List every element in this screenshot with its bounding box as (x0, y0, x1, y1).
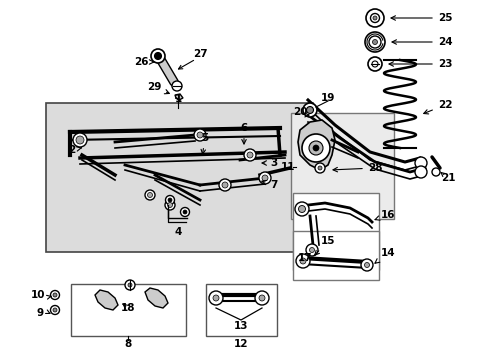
Circle shape (364, 262, 369, 267)
Text: 25: 25 (390, 13, 451, 23)
Circle shape (50, 291, 60, 300)
Bar (290, 113, 393, 219)
Text: 5: 5 (201, 133, 208, 154)
Circle shape (414, 166, 426, 178)
Circle shape (308, 141, 323, 155)
Circle shape (299, 258, 305, 264)
Text: 23: 23 (388, 59, 451, 69)
Text: 8: 8 (124, 339, 131, 349)
Bar (46, 103, 312, 252)
Circle shape (154, 53, 161, 59)
Text: 27: 27 (192, 49, 207, 59)
Circle shape (183, 210, 186, 214)
Circle shape (259, 172, 270, 184)
Circle shape (317, 166, 321, 170)
Text: 11: 11 (280, 162, 295, 172)
Text: 9: 9 (37, 308, 43, 318)
Text: 1: 1 (174, 94, 181, 104)
Circle shape (164, 200, 175, 210)
Circle shape (259, 295, 264, 301)
Text: 16: 16 (374, 210, 394, 220)
Text: 17: 17 (297, 253, 312, 263)
Circle shape (305, 244, 317, 256)
Circle shape (213, 295, 219, 301)
Circle shape (372, 40, 377, 45)
Circle shape (167, 202, 172, 207)
Circle shape (314, 163, 325, 173)
Circle shape (128, 283, 132, 287)
Text: 26: 26 (134, 57, 154, 67)
Text: 18: 18 (121, 303, 135, 313)
Circle shape (53, 308, 57, 312)
Text: 28: 28 (332, 163, 382, 173)
Circle shape (312, 145, 318, 151)
Circle shape (360, 259, 372, 271)
Circle shape (168, 198, 172, 202)
Text: 29: 29 (146, 82, 169, 94)
Circle shape (197, 132, 203, 138)
Circle shape (370, 14, 379, 23)
Text: 22: 22 (423, 100, 451, 114)
Text: 6: 6 (240, 123, 247, 144)
Text: 3: 3 (262, 158, 277, 168)
Circle shape (151, 49, 164, 63)
Bar (205, 284, 276, 336)
Circle shape (219, 179, 230, 191)
Bar (292, 231, 378, 280)
Circle shape (303, 103, 316, 117)
Circle shape (414, 157, 426, 169)
Circle shape (222, 182, 227, 188)
Circle shape (302, 134, 329, 162)
Text: 12: 12 (233, 339, 248, 349)
Text: 13: 13 (233, 321, 248, 331)
Polygon shape (297, 120, 334, 170)
Text: 10: 10 (31, 290, 45, 300)
Circle shape (254, 291, 268, 305)
Bar (292, 193, 378, 270)
Circle shape (50, 306, 60, 315)
Text: 24: 24 (391, 37, 451, 47)
Circle shape (367, 57, 381, 71)
Circle shape (73, 133, 87, 147)
Circle shape (208, 291, 223, 305)
Circle shape (371, 61, 377, 67)
Text: 19: 19 (320, 93, 334, 103)
Text: 15: 15 (314, 236, 335, 255)
Circle shape (295, 254, 309, 268)
Circle shape (294, 202, 308, 216)
Circle shape (372, 16, 376, 20)
Circle shape (147, 193, 152, 198)
Circle shape (309, 248, 314, 252)
Circle shape (194, 129, 205, 141)
Circle shape (244, 149, 256, 161)
Circle shape (76, 136, 84, 144)
Text: 7: 7 (261, 180, 277, 190)
Circle shape (364, 32, 384, 52)
Polygon shape (175, 94, 183, 100)
Circle shape (172, 81, 182, 91)
Circle shape (298, 206, 305, 212)
Polygon shape (95, 290, 118, 310)
Text: 20: 20 (292, 107, 306, 117)
Text: 4: 4 (174, 227, 182, 237)
Polygon shape (145, 288, 168, 308)
Circle shape (180, 207, 189, 216)
Circle shape (125, 280, 135, 290)
Circle shape (431, 168, 439, 176)
Circle shape (365, 9, 383, 27)
Circle shape (368, 36, 380, 48)
Circle shape (53, 293, 57, 297)
Bar (71, 284, 185, 336)
Circle shape (145, 190, 155, 200)
Text: 14: 14 (374, 248, 394, 263)
Circle shape (246, 152, 252, 158)
Text: 2: 2 (68, 145, 81, 155)
Text: 21: 21 (440, 173, 454, 183)
Circle shape (165, 195, 174, 204)
Circle shape (306, 107, 313, 113)
Circle shape (262, 175, 267, 181)
